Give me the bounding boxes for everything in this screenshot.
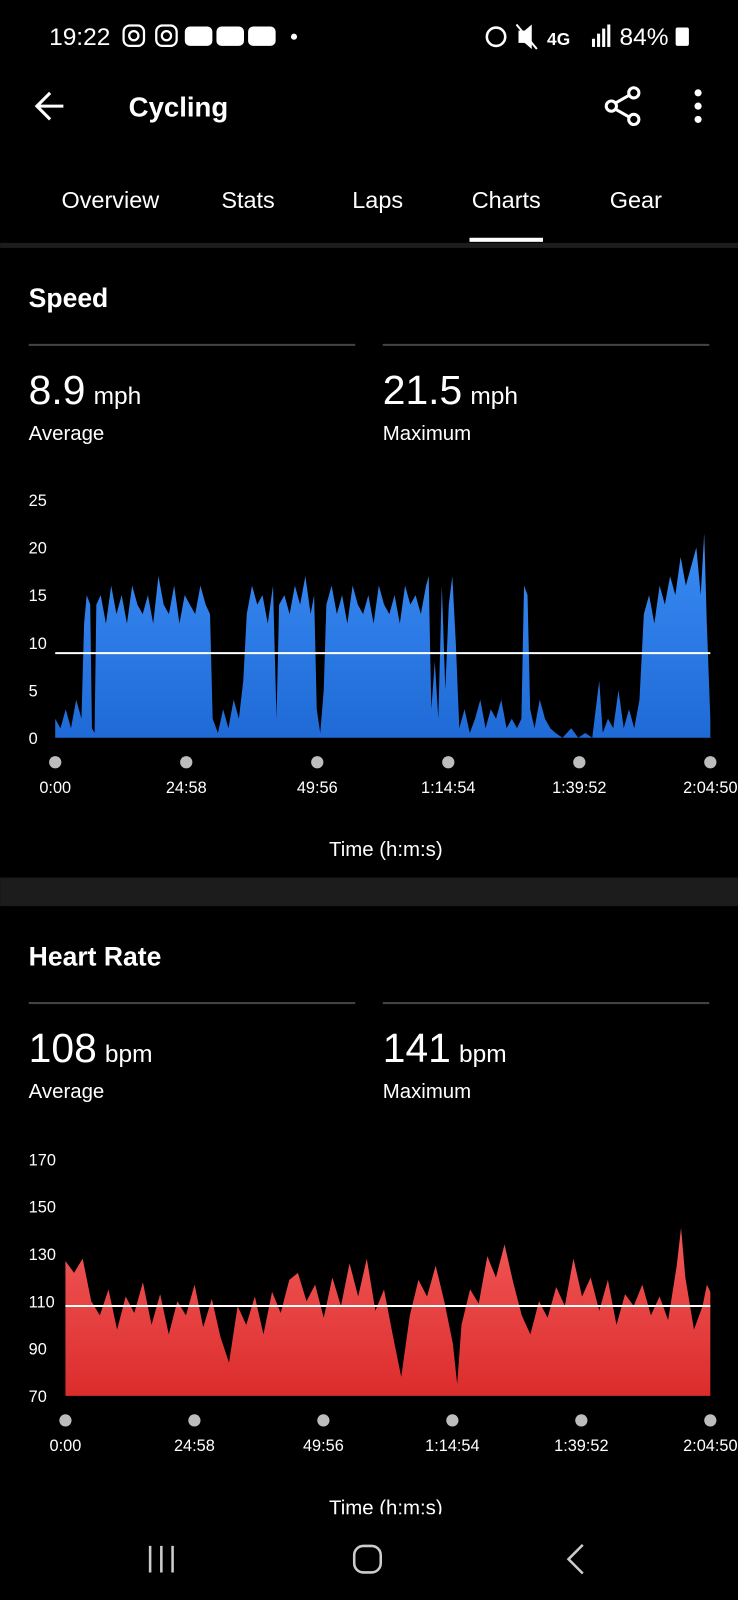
stat-rule <box>382 1002 710 1005</box>
stat-value: 8.9 mph <box>29 367 141 413</box>
x-tick-label: 1:39:52 <box>554 1437 608 1455</box>
x-tick-dot <box>446 1414 459 1427</box>
y-tick-label: 0 <box>29 730 38 748</box>
x-tick-label: 1:39:52 <box>552 779 606 797</box>
x-tick-label: 1:14:54 <box>425 1437 479 1455</box>
stat-rule <box>28 1002 356 1005</box>
status-time: 19:22 <box>49 24 110 51</box>
status-battery: 84% <box>620 24 669 51</box>
tab[interactable]: Gear <box>610 187 662 213</box>
x-axis-label: Time (h:m:s) <box>329 1497 443 1519</box>
area <box>55 533 711 738</box>
x-tick-dot <box>442 756 455 769</box>
x-tick-label: 24:58 <box>174 1437 215 1455</box>
x-tick-label: 2:04:50 <box>683 779 737 797</box>
stat-label: Average <box>29 1081 105 1103</box>
x-tick-dot <box>704 1414 717 1427</box>
nav-bar <box>0 1514 738 1600</box>
x-tick-label: 0:00 <box>39 779 71 797</box>
y-tick-label: 130 <box>29 1246 56 1264</box>
y-tick-label: 90 <box>29 1341 47 1359</box>
stat-number: 141 <box>383 1025 451 1071</box>
x-tick-dot <box>311 756 324 769</box>
stat-number: 21.5 <box>383 367 462 413</box>
x-tick-label: 49:56 <box>303 1437 344 1455</box>
x-tick-dot <box>180 756 193 769</box>
home-button[interactable] <box>352 1544 383 1574</box>
tab[interactable]: Charts <box>472 187 541 213</box>
x-tick-dot <box>49 756 62 769</box>
stat-value: 21.5 mph <box>383 367 518 413</box>
section-divider <box>0 877 738 907</box>
stat-rule <box>382 343 710 346</box>
status-network: 4G <box>547 29 570 49</box>
tab[interactable]: Laps <box>352 187 403 213</box>
chart-title: Heart Rate <box>29 941 162 971</box>
x-tick-label: 0:00 <box>50 1437 82 1455</box>
x-axis-label: Time (h:m:s) <box>329 839 443 861</box>
y-tick-label: 70 <box>29 1388 47 1406</box>
tab-indicator <box>469 237 543 242</box>
y-tick-label: 170 <box>29 1151 56 1169</box>
stat-rule <box>28 343 356 346</box>
y-tick-label: 20 <box>29 540 47 558</box>
x-tick-dot <box>575 1414 588 1427</box>
x-tick-label: 24:58 <box>166 779 207 797</box>
x-tick-dot <box>317 1414 330 1427</box>
status-video-icons <box>184 26 298 46</box>
x-tick-dot <box>573 756 586 769</box>
back-nav-button[interactable] <box>566 1543 584 1575</box>
tab[interactable]: Overview <box>61 187 159 213</box>
y-tick-label: 25 <box>29 492 47 510</box>
stat-label: Maximum <box>383 1081 471 1103</box>
stat-value: 141 bpm <box>383 1025 507 1071</box>
y-tick-label: 15 <box>29 587 47 605</box>
x-tick-label: 2:04:50 <box>683 1437 737 1455</box>
x-tick-dot <box>704 756 717 769</box>
x-tick-label: 1:14:54 <box>421 779 475 797</box>
stat-number: 8.9 <box>29 367 86 413</box>
more-button[interactable] <box>694 89 702 123</box>
chart: Speed 8.9 mph Average 21.5 mph Maximum 0 5 10 15 20… <box>28 283 738 861</box>
stat-unit: bpm <box>459 1041 507 1068</box>
stat-label: Maximum <box>383 423 471 445</box>
tab[interactable]: Stats <box>221 187 274 213</box>
stat-unit: mph <box>94 383 142 410</box>
stat-value: 108 bpm <box>29 1025 153 1071</box>
stat-unit: bpm <box>105 1041 153 1068</box>
area <box>65 1227 711 1396</box>
y-tick-label: 10 <box>29 635 47 653</box>
stat-number: 108 <box>29 1025 97 1071</box>
battery-icon <box>675 27 689 46</box>
tabs-divider <box>0 242 738 248</box>
x-tick-dot <box>59 1414 72 1427</box>
nav-buttons <box>148 1543 584 1575</box>
stat-label: Average <box>29 423 105 445</box>
x-tick-label: 49:56 <box>297 779 338 797</box>
chart-title: Speed <box>29 283 109 313</box>
status-right-icons: 4G <box>485 23 611 50</box>
recents-button[interactable] <box>148 1545 174 1573</box>
status-app-icons <box>122 24 178 48</box>
y-tick-label: 150 <box>29 1199 56 1217</box>
x-tick-dot <box>188 1414 201 1427</box>
y-tick-label: 110 <box>29 1293 55 1311</box>
share-button[interactable] <box>604 86 641 127</box>
stat-unit: mph <box>470 383 518 410</box>
y-tick-label: 5 <box>29 682 38 700</box>
header-title: Cycling <box>129 91 229 122</box>
back-button[interactable] <box>34 91 64 121</box>
